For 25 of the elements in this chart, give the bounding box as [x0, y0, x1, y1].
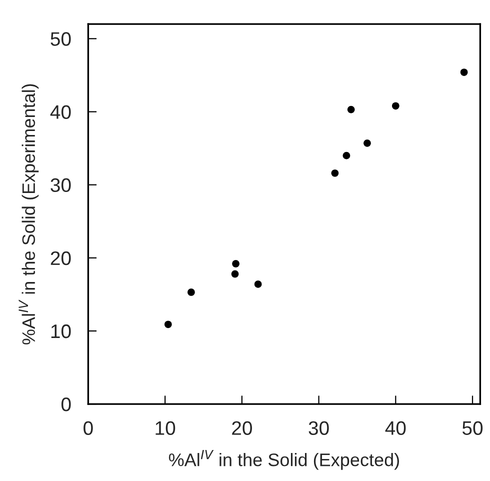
x-tick-label: 30 [308, 421, 329, 435]
point [460, 68, 468, 76]
point [331, 169, 339, 177]
x-tick-label: 40 [385, 421, 406, 435]
x-tick-label: 0 [84, 421, 93, 435]
point [347, 106, 355, 114]
point [392, 102, 400, 110]
y-tick-label: 20 [50, 251, 71, 266]
point [364, 139, 371, 147]
y-axis-title: %Al$^{IV}$ in the Solid (Experimental) [18, 84, 39, 344]
point [342, 152, 350, 160]
x-tick-label: 20 [232, 421, 252, 435]
x-tick-label: 50 [462, 421, 483, 435]
point [231, 270, 239, 278]
y-tick-label: 30 [50, 178, 71, 192]
y-tick-label: 10 [51, 324, 71, 338]
y-tick-label: 0 [61, 398, 71, 412]
x-tick-label: 10 [156, 421, 176, 435]
y-tick-label: 50 [50, 32, 71, 46]
y-tick-label: 40 [50, 105, 71, 119]
x-axis-title: %Al$^{IV}$ in the Solid (Expected) [168, 450, 399, 470]
point [254, 280, 262, 288]
point [232, 260, 240, 268]
point [188, 288, 195, 296]
point [164, 320, 172, 328]
